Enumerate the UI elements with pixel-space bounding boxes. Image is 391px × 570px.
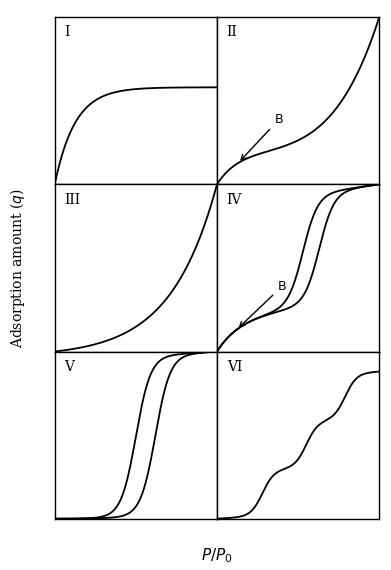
Text: VI: VI: [227, 360, 242, 374]
Text: B: B: [241, 113, 283, 160]
Text: B: B: [240, 280, 286, 327]
Text: $P/P_0$: $P/P_0$: [201, 547, 233, 565]
Text: V: V: [65, 360, 74, 374]
Text: IV: IV: [227, 193, 242, 207]
Text: Adsorption amount ($q$): Adsorption amount ($q$): [8, 188, 27, 348]
Text: III: III: [65, 193, 81, 207]
Text: I: I: [65, 26, 70, 39]
Text: II: II: [227, 26, 237, 39]
